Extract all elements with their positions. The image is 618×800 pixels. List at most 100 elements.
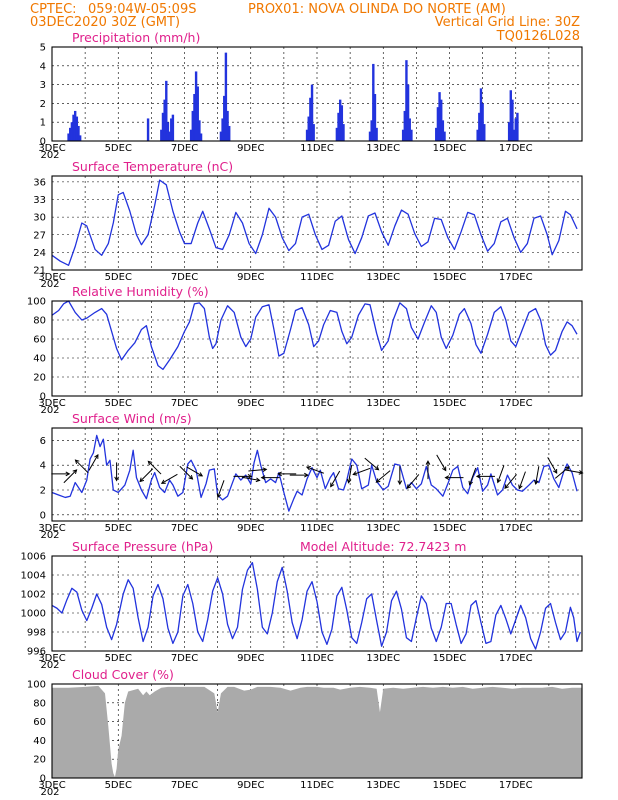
precip-bar	[479, 88, 483, 141]
y-tick-label: 2	[40, 99, 46, 110]
x-tick-label: 7DEC	[171, 523, 198, 534]
y-tick-label: 60	[33, 717, 46, 728]
x-tick-label: 15DEC	[433, 653, 467, 664]
x-tick-label: 5DEC	[105, 653, 132, 664]
x-tick-label: 17DEC	[499, 780, 533, 791]
header-coords: 059:04W-05:09S	[88, 2, 196, 17]
y-tick-label: 1000	[21, 609, 46, 620]
wind-vector	[305, 465, 324, 474]
x-tick-label: 15DEC	[433, 398, 467, 409]
y-tick-label: 40	[33, 354, 46, 365]
wind-vector	[468, 467, 477, 486]
wind-vector	[51, 471, 71, 477]
panel-frame	[51, 427, 583, 522]
wind-vector	[436, 454, 447, 472]
x-tick-label: 5DEC	[105, 143, 132, 154]
x-year-label: 202	[40, 530, 59, 541]
x-tick-label: 3DEC	[38, 272, 65, 283]
precip-bar	[403, 110, 406, 141]
wind-vector	[475, 474, 495, 479]
precip-bar	[443, 131, 446, 141]
wind-vector	[330, 470, 341, 488]
x-tick-label: 13DEC	[366, 780, 400, 791]
precip-bar	[483, 124, 486, 141]
wind-vector	[233, 474, 253, 479]
x-tick-label: 9DEC	[237, 143, 264, 154]
x-tick-label: 5DEC	[105, 398, 132, 409]
wind-vector	[147, 460, 162, 475]
model-altitude: Model Altitude: 72.7423 m	[300, 539, 466, 554]
wind-vector	[114, 462, 119, 482]
x-tick-label: 15DEC	[433, 780, 467, 791]
y-tick-label: 0	[40, 137, 46, 148]
precip-bar	[312, 124, 315, 141]
y-tick-label: 27	[33, 230, 46, 241]
y-tick-label: 4	[40, 461, 46, 472]
precip-bar	[224, 52, 228, 141]
x-tick-label: 3DEC	[38, 398, 65, 409]
panel-6: 0 20 40 60 80 100 3DEC 5DEC 7DEC 9DEC 11DEC 13DEC 15…	[27, 667, 583, 798]
precip-bar	[370, 120, 373, 141]
x-year-label: 202	[40, 279, 59, 290]
precip-bar	[507, 122, 511, 141]
x-tick-label: 13DEC	[366, 523, 400, 534]
y-tick-label: 60	[33, 335, 46, 346]
x-tick-label: 11DEC	[300, 272, 334, 283]
wind-vector	[74, 459, 89, 474]
header: CPTEC: 059:04W-05:09S PROX01: NOVA OLIND…	[30, 2, 580, 44]
precip-bar	[168, 131, 171, 141]
y-tick-label: 6	[40, 436, 46, 447]
precip-bar	[481, 103, 484, 141]
y-tick-label: 80	[33, 316, 46, 327]
wind-vector	[364, 457, 380, 471]
wind-vector	[260, 475, 280, 480]
x-tick-label: 13DEC	[366, 653, 400, 664]
precip-bar	[165, 80, 168, 141]
x-tick-label: 3DEC	[38, 523, 65, 534]
x-tick-label: 9DEC	[237, 398, 264, 409]
panel-5: 996 998 1000 1002 1004 1006 3DEC 5DEC 7DEC 9DEC 11…	[21, 539, 583, 671]
panel-frame	[51, 46, 583, 142]
precip-bar	[511, 99, 514, 141]
precip-bar	[476, 129, 479, 141]
precip-bar	[368, 131, 372, 141]
wind-vector	[547, 457, 558, 474]
precip-bar	[73, 110, 77, 141]
x-tick-label: 9DEC	[237, 523, 264, 534]
wind-vector	[179, 465, 194, 480]
y-tick-label: 5	[40, 43, 46, 54]
x-tick-label: 3DEC	[38, 143, 65, 154]
wind-vector	[352, 467, 371, 476]
precip-bar	[440, 99, 443, 141]
panel-title: Surface Pressure (hPa)	[72, 539, 213, 554]
panel-title: Surface Wind (m/s)	[72, 411, 192, 426]
wind-vector	[346, 464, 353, 484]
x-tick-label: 5DEC	[105, 272, 132, 283]
panel-1: 0 1 2 3 4 5 3DEC 5DEC 7DEC 9DEC 11DEC 13DEC 15DEC 17D…	[38, 30, 583, 161]
precip-bar	[478, 112, 481, 141]
y-tick-label: 0	[40, 510, 46, 521]
precip-bar	[171, 114, 175, 141]
precip-bar	[196, 86, 199, 141]
series-line	[51, 300, 578, 371]
precip-bar	[338, 99, 342, 141]
precip-bar	[78, 135, 82, 141]
wind-vector	[63, 469, 78, 484]
x-tick-label: 13DEC	[366, 143, 400, 154]
precip-bar	[514, 118, 517, 141]
panel-title: Cloud Cover (%)	[72, 667, 174, 682]
x-tick-label: 13DEC	[366, 398, 400, 409]
y-tick-label: 2	[40, 486, 46, 497]
y-tick-label: 3	[40, 80, 46, 91]
panel-frame	[51, 300, 583, 397]
precip-bar	[223, 95, 226, 141]
precip-bar	[305, 129, 309, 141]
panel-frame	[51, 683, 583, 779]
precip-bar	[435, 127, 438, 141]
x-tick-label: 11DEC	[300, 653, 334, 664]
precip-bar	[72, 114, 75, 141]
x-tick-label: 3DEC	[38, 780, 65, 791]
wind-vector	[160, 473, 178, 484]
x-tick-label: 7DEC	[171, 272, 198, 283]
